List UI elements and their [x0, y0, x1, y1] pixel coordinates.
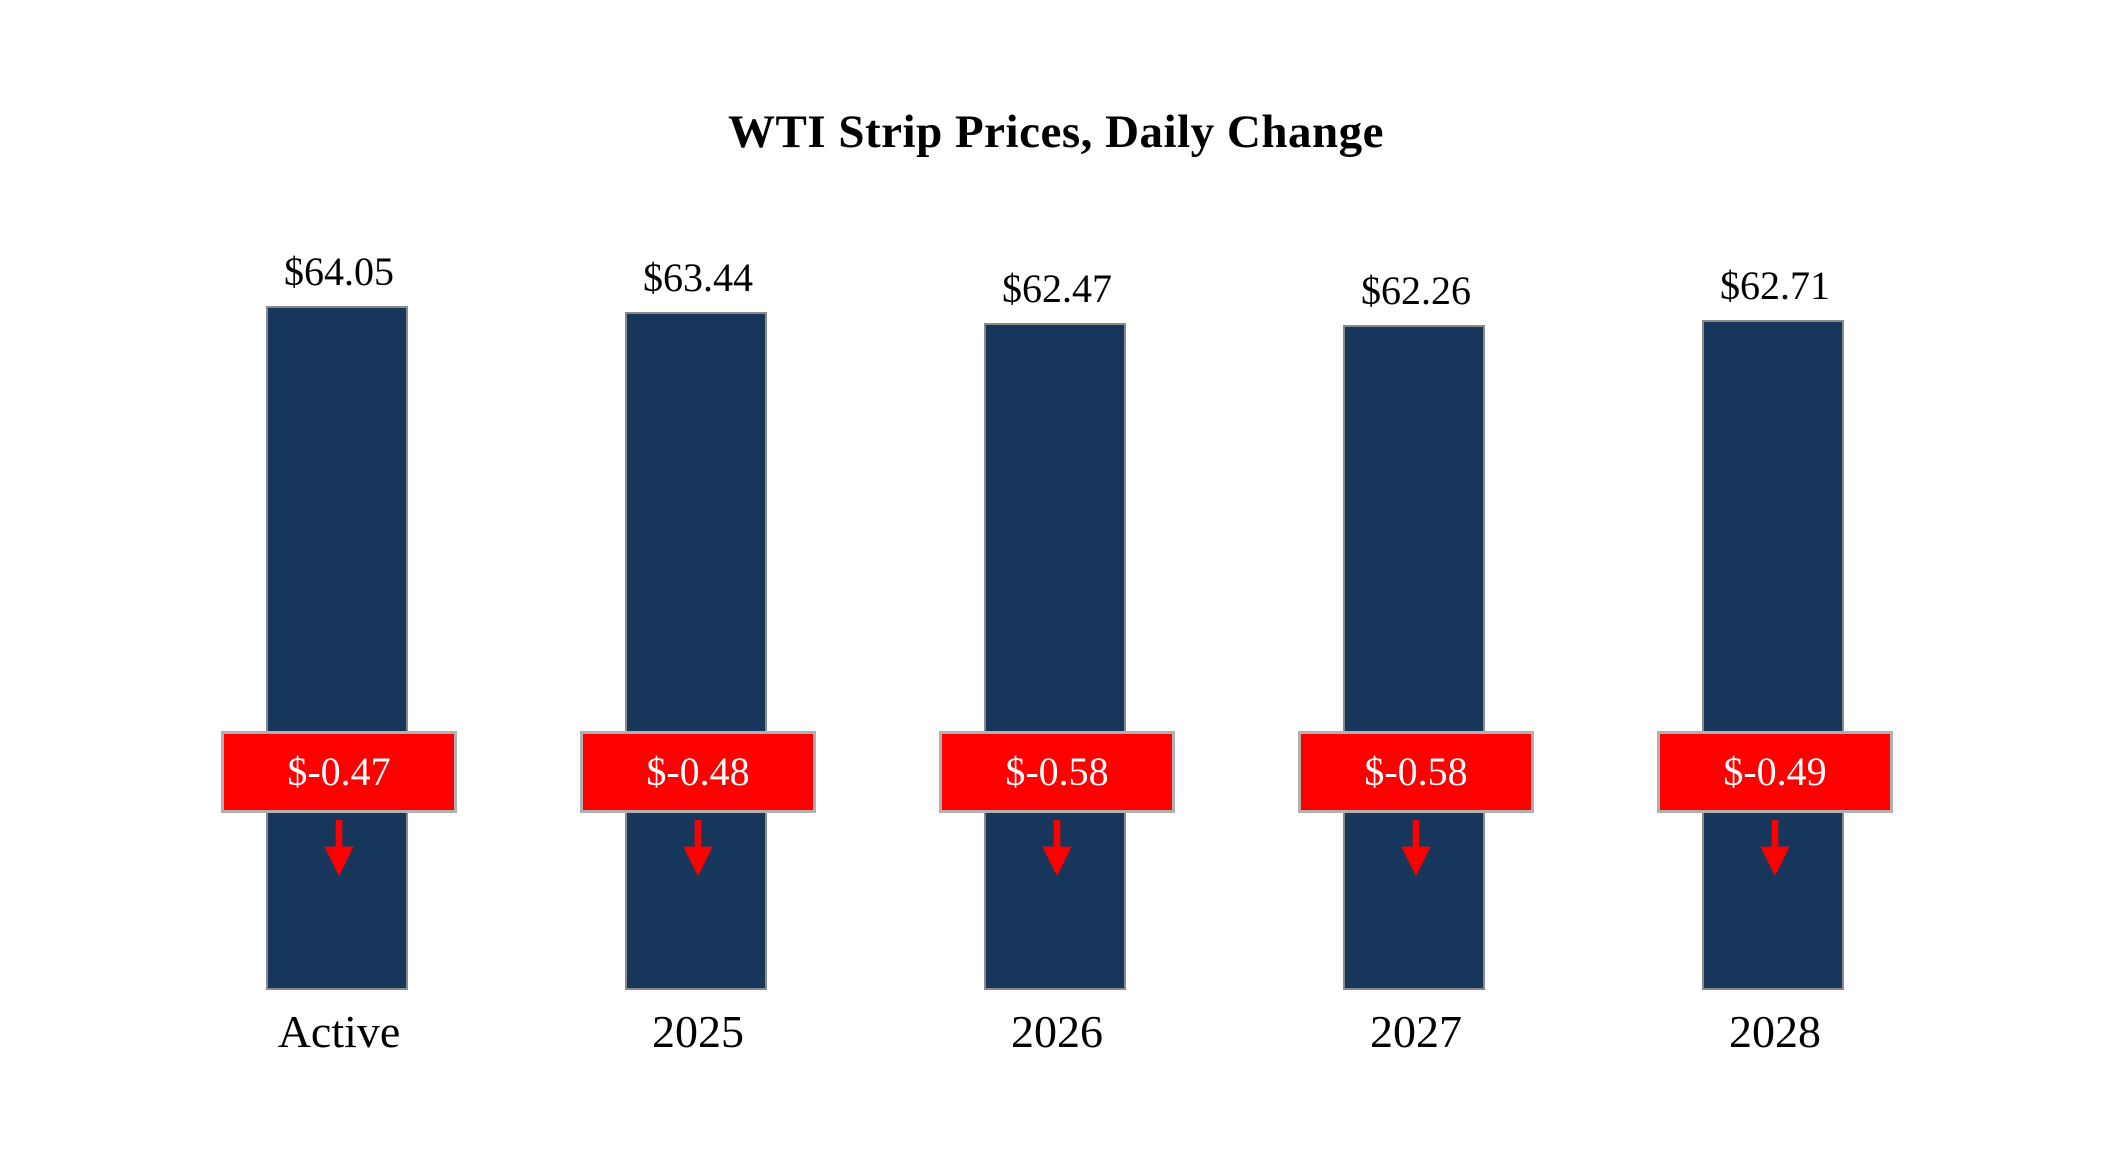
bar-value-label: $64.05 — [284, 249, 394, 294]
price-bar — [984, 323, 1126, 990]
category-label: 2025 — [652, 1006, 744, 1057]
bar-column-2028: $62.71 $-0.49 2028 — [1657, 0, 1893, 1152]
price-bar — [266, 306, 408, 990]
category-label: Active — [277, 1006, 401, 1057]
bar-value-label: $62.71 — [1720, 263, 1830, 308]
price-bar — [625, 312, 767, 990]
daily-change-box: $-0.48 — [580, 731, 816, 813]
down-arrow-icon — [1042, 820, 1072, 876]
bar-value-label: $62.47 — [1002, 266, 1112, 311]
daily-change-box: $-0.58 — [939, 731, 1175, 813]
price-bar — [1702, 320, 1844, 990]
category-label: 2027 — [1370, 1006, 1462, 1057]
category-label: 2026 — [1011, 1006, 1103, 1057]
down-arrow-icon — [1760, 820, 1790, 876]
bar-column-active: $64.05 $-0.47 Active — [221, 0, 457, 1152]
daily-change-box: $-0.58 — [1298, 731, 1534, 813]
down-arrow-icon — [1401, 820, 1431, 876]
bar-value-label: $63.44 — [643, 255, 753, 300]
category-label: 2028 — [1729, 1006, 1821, 1057]
daily-change-box: $-0.47 — [221, 731, 457, 813]
bar-column-2025: $63.44 $-0.48 2025 — [580, 0, 816, 1152]
down-arrow-icon — [324, 820, 354, 876]
bar-column-2026: $62.47 $-0.58 2026 — [939, 0, 1175, 1152]
bar-value-label: $62.26 — [1361, 268, 1471, 313]
bar-column-2027: $62.26 $-0.58 2027 — [1298, 0, 1534, 1152]
price-bar — [1343, 325, 1485, 990]
chart-title: WTI Strip Prices, Daily Change — [727, 106, 1385, 158]
down-arrow-icon — [683, 820, 713, 876]
daily-change-box: $-0.49 — [1657, 731, 1893, 813]
